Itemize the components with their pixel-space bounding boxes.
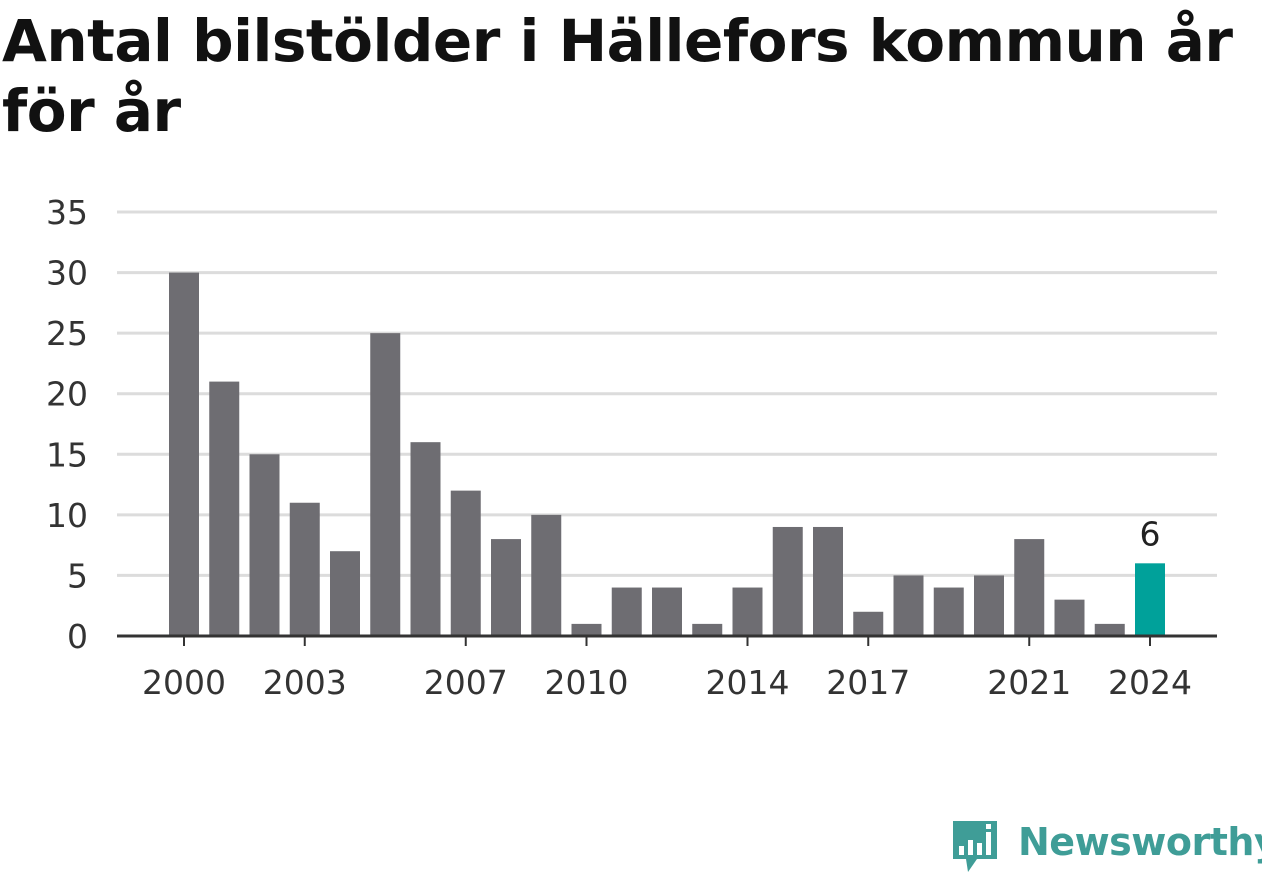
bar-2022 — [1054, 599, 1085, 636]
y-tick-label: 25 — [46, 314, 88, 353]
x-tick-label: 2007 — [424, 663, 508, 702]
y-tick-label: 15 — [46, 435, 88, 474]
x-tick-label: 2021 — [987, 663, 1071, 702]
bars — [169, 272, 1165, 636]
bar-2016 — [813, 526, 843, 636]
chart-title: Antal bilstölder i Hällefors kommun år f… — [2, 7, 1233, 145]
bar-2013 — [692, 623, 723, 636]
x-tick-label: 2003 — [263, 663, 347, 702]
newsworthy-logo: Newsworthy — [950, 818, 1262, 876]
bar-2014 — [732, 587, 763, 636]
bar-2004 — [330, 551, 360, 636]
y-tick-label: 0 — [67, 617, 88, 656]
y-axis-ticks: 0 5 10 15 20 25 30 35 — [46, 193, 88, 656]
bar-2011 — [611, 587, 642, 636]
x-tick-label: 2014 — [706, 663, 790, 702]
bar-2001 — [209, 381, 240, 636]
bar-2007 — [450, 490, 481, 636]
bar-2003 — [289, 502, 320, 636]
bar-2005 — [370, 333, 401, 636]
bar-2010 — [571, 623, 602, 636]
y-tick-label: 10 — [46, 496, 88, 535]
bar-2012 — [652, 587, 682, 636]
bar-2023 — [1094, 623, 1125, 636]
bar-2000 — [169, 272, 199, 636]
x-tick-label: 2010 — [545, 663, 629, 702]
bar-2018 — [893, 575, 924, 636]
grid-lines — [117, 210, 1217, 577]
brand-name: Newsworthy — [1018, 820, 1262, 864]
x-tick-label: 2017 — [826, 663, 910, 702]
newsworthy-logo-icon — [953, 821, 997, 872]
x-tick-label: 2024 — [1108, 663, 1192, 702]
y-tick-label: 35 — [46, 193, 88, 232]
x-tick-label: 2000 — [142, 663, 226, 702]
bar-2009 — [531, 514, 562, 636]
bar-2021 — [1014, 539, 1045, 636]
data-labels: 6 — [1140, 514, 1161, 553]
bar-2015 — [772, 526, 803, 636]
y-tick-label: 30 — [46, 254, 88, 293]
y-tick-label: 20 — [46, 375, 88, 414]
bar-2024 — [1135, 563, 1165, 636]
bar-2020 — [974, 575, 1004, 636]
bar-2006 — [410, 442, 441, 636]
x-axis-ticks: 2000 2003 2007 2010 2014 2017 2021 2024 — [142, 636, 1192, 702]
bar-2019 — [933, 587, 964, 636]
bar-2002 — [249, 454, 280, 636]
bar-2008 — [491, 539, 521, 636]
data-label: 6 — [1140, 514, 1161, 553]
bar-2017 — [853, 611, 884, 636]
y-tick-label: 5 — [67, 556, 88, 595]
